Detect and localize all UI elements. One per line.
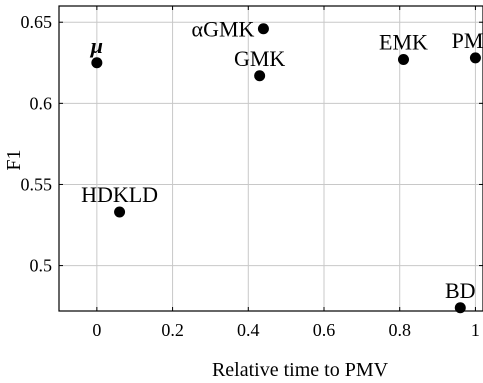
y-tick-label: 0.65	[21, 12, 53, 32]
data-point	[454, 302, 466, 314]
x-tick-label: 0.8	[388, 320, 411, 340]
y-tick-label: 0.5	[30, 256, 53, 276]
data-point-label: EMK	[379, 30, 428, 55]
data-point-label: HDKLD	[81, 182, 158, 207]
x-tick-label: 1	[471, 320, 480, 340]
points-layer: μ αGMK GMK EMK PMV HDKLD BD	[81, 17, 483, 314]
data-point	[257, 23, 269, 35]
y-axis-title: F1	[3, 149, 25, 170]
x-tick-label: 0.6	[313, 320, 336, 340]
y-tick-label: 0.55	[21, 174, 53, 194]
data-point	[398, 54, 409, 66]
data-point-label: μ	[90, 33, 103, 58]
plot-frame	[58, 5, 483, 312]
data-point	[469, 52, 481, 64]
x-tick-label: 0.4	[237, 320, 260, 340]
y-tick-label: 0.6	[30, 93, 53, 113]
data-point-label: PMV	[452, 28, 483, 53]
data-point	[114, 206, 126, 218]
data-point	[91, 57, 103, 69]
x-tick-label: 0	[92, 320, 101, 340]
data-point	[254, 70, 266, 82]
x-axis-title: Relative time to PMV	[212, 359, 389, 381]
x-tick-label: 0.2	[161, 320, 184, 340]
data-point-label: αGMK	[192, 17, 255, 42]
data-point-label: BD	[445, 278, 476, 303]
data-point-label: GMK	[234, 46, 285, 71]
ticks-layer: 0 0.2 0.4 0.6 0.8 1 0.5 0.55 0.6 0.65	[21, 6, 483, 340]
